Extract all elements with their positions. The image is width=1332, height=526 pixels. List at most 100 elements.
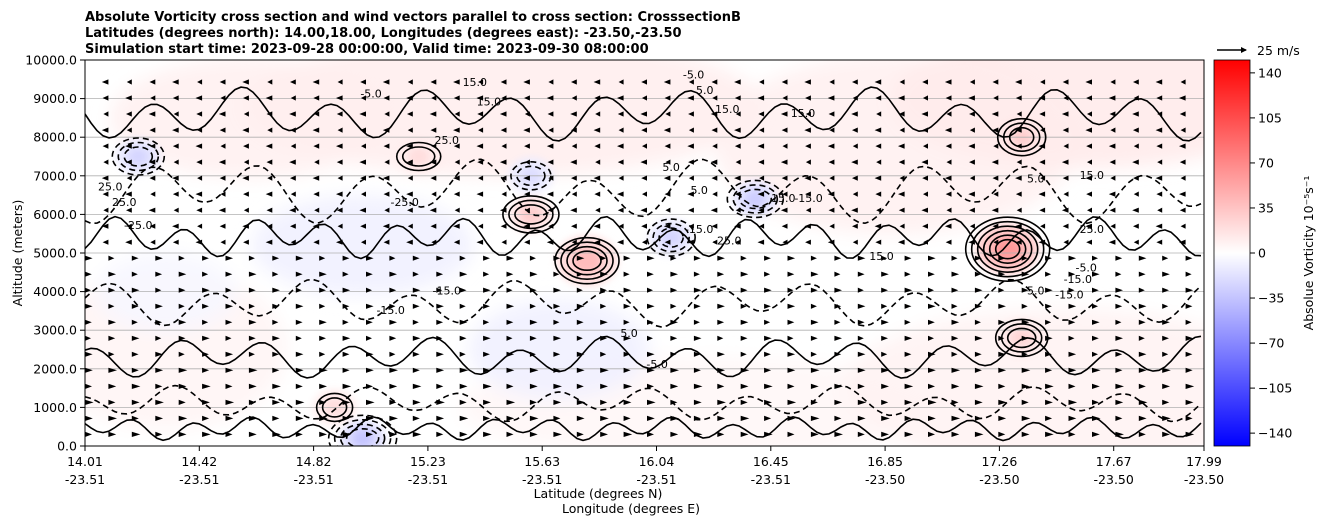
wind-vector	[710, 111, 718, 117]
wind-vector	[1045, 255, 1052, 261]
wind-vector	[1015, 127, 1022, 133]
contour-label: 5.0	[620, 327, 638, 340]
wind-vector	[195, 143, 203, 149]
wind-vector	[951, 303, 958, 309]
wind-vector	[969, 223, 975, 229]
wind-vector	[202, 303, 209, 309]
wind-vector	[524, 95, 530, 101]
wind-vector	[1132, 159, 1139, 165]
wind-vector	[740, 383, 749, 389]
wind-vector	[1115, 303, 1123, 309]
wind-vector	[623, 383, 633, 389]
wind-vector	[248, 351, 255, 357]
wind-vector	[600, 399, 608, 405]
vorticity-field	[85, 60, 1204, 446]
wind-vector	[1185, 399, 1194, 405]
wind-vector	[360, 223, 366, 229]
wind-vector	[1092, 399, 1099, 405]
x-tick-label-lat: 14.42	[181, 454, 217, 469]
wind-vector	[476, 95, 484, 101]
wind-vector	[922, 79, 928, 85]
contour-label: 5.0	[696, 84, 714, 97]
wind-vector	[149, 223, 156, 229]
wind-vector	[594, 95, 601, 101]
wind-vector	[1092, 303, 1098, 309]
field-region	[891, 60, 1204, 169]
wind-vector	[600, 383, 608, 389]
wind-vector	[436, 319, 444, 325]
wind-vector	[1110, 79, 1116, 85]
wind-vector	[687, 143, 694, 149]
wind-vector	[1185, 287, 1194, 293]
wind-vector	[734, 95, 741, 101]
wind-vector	[974, 319, 981, 325]
contour-label: 5.0	[690, 184, 708, 197]
wind-vector	[131, 271, 138, 277]
wind-vector	[688, 207, 694, 213]
wind-vector	[617, 111, 624, 117]
wind-vector	[202, 399, 210, 405]
wind-vector	[155, 399, 164, 405]
wind-vector	[1138, 351, 1147, 357]
wind-vector	[1021, 335, 1029, 341]
wind-vector	[1086, 239, 1092, 245]
wind-vector	[546, 95, 554, 101]
wind-vector	[928, 351, 936, 357]
wind-vector	[945, 191, 952, 197]
wind-vector	[617, 143, 624, 149]
wind-vector	[218, 207, 226, 213]
wind-vector	[712, 191, 718, 197]
wind-vector	[1045, 431, 1054, 437]
wind-vector	[173, 111, 179, 117]
wind-vector	[1086, 143, 1092, 149]
colorbar-label: Absolue Vorticity 10⁻⁵s⁻¹	[1301, 176, 1316, 331]
wind-vector	[945, 95, 952, 101]
wind-vector	[178, 351, 185, 357]
wind-vector	[641, 127, 647, 133]
y-tick-label: 8000.0	[33, 130, 77, 145]
wind-vector	[576, 271, 584, 277]
wind-vector	[687, 95, 694, 101]
wind-vector	[571, 239, 577, 245]
wind-vector	[529, 431, 538, 437]
wind-vector	[407, 223, 413, 229]
wind-vector	[126, 79, 132, 85]
wind-vector	[1045, 383, 1054, 389]
wind-vector	[1038, 95, 1046, 101]
wind-vector	[1038, 239, 1046, 245]
wind-vector	[85, 255, 93, 261]
wind-vector	[670, 399, 678, 405]
wind-vector	[1040, 79, 1046, 85]
contour-label: -15.0	[433, 285, 461, 298]
field-core-inner	[992, 236, 1024, 262]
wind-vector	[265, 191, 273, 197]
wind-vector	[928, 415, 936, 421]
wind-vector	[1068, 351, 1077, 357]
wind-vector	[150, 191, 156, 197]
wind-vector	[734, 143, 741, 149]
field-core-inner	[571, 248, 603, 274]
wind-vector	[787, 319, 795, 325]
wind-vector	[717, 335, 724, 341]
wind-vector	[459, 255, 466, 261]
wind-vector	[1138, 431, 1146, 437]
wind-vector	[928, 399, 937, 405]
wind-vector	[951, 287, 959, 293]
wind-vector	[881, 319, 889, 325]
wind-vector	[617, 159, 624, 165]
wind-vector	[600, 271, 608, 277]
wind-vector	[647, 431, 654, 437]
wind-vector	[805, 191, 811, 197]
wind-vector	[407, 111, 413, 117]
wind-vector	[1162, 335, 1169, 341]
wind-vector	[366, 335, 372, 341]
wind-vector	[126, 207, 132, 213]
wind-vector	[436, 351, 444, 357]
wind-vector	[810, 319, 819, 325]
wind-vector	[483, 399, 491, 405]
wind-vector	[266, 159, 273, 165]
wind-vector	[852, 95, 858, 101]
wind-vector	[430, 79, 437, 85]
wind-vector	[805, 111, 811, 117]
wind-vector	[1021, 255, 1028, 261]
